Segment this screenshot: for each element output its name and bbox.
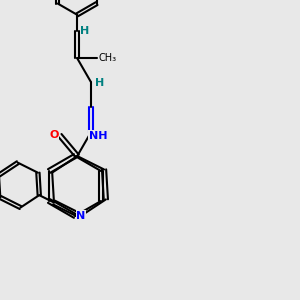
- Text: O: O: [49, 130, 58, 140]
- Text: H: H: [80, 26, 89, 36]
- Text: N: N: [76, 211, 86, 221]
- Text: NH: NH: [89, 131, 107, 141]
- Text: CH₃: CH₃: [98, 53, 116, 63]
- Text: H: H: [95, 78, 104, 88]
